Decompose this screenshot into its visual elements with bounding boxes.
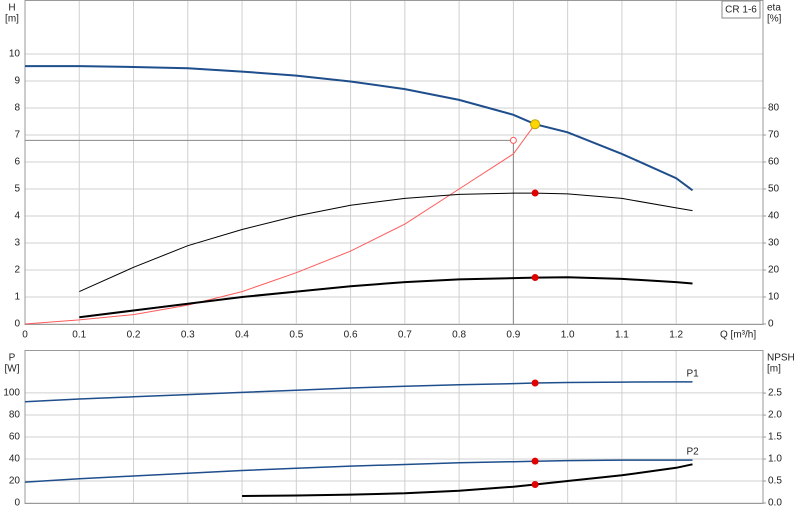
plot-frame xyxy=(24,350,764,504)
x-tick-label: 1.1 xyxy=(615,330,629,341)
y2-axis-unit: [%] xyxy=(767,14,782,25)
y-tick-label: 0 xyxy=(14,319,20,330)
y2-tick-label: 1.0 xyxy=(768,454,782,465)
y2-tick-label: 20 xyxy=(768,265,780,276)
series-line xyxy=(79,192,693,293)
y2-tick-label: 2.5 xyxy=(768,388,782,399)
x-tick-label: 0.6 xyxy=(344,330,358,341)
operating-point xyxy=(531,457,539,465)
series-line xyxy=(24,459,693,483)
y-tick-label: 60 xyxy=(9,432,21,443)
plot-frame xyxy=(24,0,764,325)
x-tick-label: 1.0 xyxy=(561,330,575,341)
operating-point xyxy=(531,274,539,282)
y-tick-label: 8 xyxy=(14,103,20,114)
x-tick-label: 0.1 xyxy=(72,330,86,341)
y2-axis-label: eta xyxy=(767,3,781,14)
x-tick-label: 0 xyxy=(22,330,28,341)
y-tick-label: 4 xyxy=(14,211,20,222)
y2-tick-label: 0.5 xyxy=(768,476,782,487)
y-tick-label: 2 xyxy=(14,265,20,276)
y-tick-label: 5 xyxy=(14,184,20,195)
x-tick-label: 0.7 xyxy=(398,330,412,341)
y-tick-label: 0 xyxy=(14,498,20,509)
y2-tick-label: 80 xyxy=(768,103,780,114)
y-tick-label: 1 xyxy=(14,292,20,303)
y2-tick-label: 60 xyxy=(768,157,780,168)
legend-label: CR 1-6 xyxy=(725,5,757,16)
series-line xyxy=(24,381,693,403)
y2-tick-label: 10 xyxy=(768,292,780,303)
legend-box xyxy=(721,0,761,19)
y-tick-label: 9 xyxy=(14,76,20,87)
series-label: P2 xyxy=(686,447,699,458)
y2-tick-label: 30 xyxy=(768,238,780,249)
reference-point xyxy=(509,136,517,144)
y-tick-label: 100 xyxy=(3,388,20,399)
operating-point xyxy=(531,379,539,387)
y2-tick-label: 70 xyxy=(768,130,780,141)
operating-point xyxy=(530,119,541,130)
x-tick-label: 0.3 xyxy=(181,330,195,341)
y-tick-label: 10 xyxy=(9,49,21,60)
y-tick-label: 40 xyxy=(9,454,21,465)
y2-axis-label: NPSH xyxy=(767,353,795,364)
y-tick-label: 3 xyxy=(14,238,20,249)
y-tick-label: 20 xyxy=(9,476,21,487)
y-tick-label: 7 xyxy=(14,130,20,141)
y-tick-label: 80 xyxy=(9,410,21,421)
x-tick-label: 0.9 xyxy=(506,330,520,341)
y-axis-label: P xyxy=(9,353,16,364)
y-axis-label: H xyxy=(8,3,15,14)
series-line xyxy=(79,276,693,319)
x-tick-label: 0.2 xyxy=(127,330,141,341)
series-line xyxy=(25,65,694,192)
y2-tick-label: 2.0 xyxy=(768,410,782,421)
y2-axis-unit: [m] xyxy=(767,364,781,375)
y-tick-label: 6 xyxy=(14,157,20,168)
series-label: P1 xyxy=(686,369,699,380)
y2-tick-label: 0.0 xyxy=(768,498,782,509)
series-line xyxy=(242,463,693,497)
operating-point xyxy=(531,189,539,197)
y2-tick-label: 0 xyxy=(768,319,774,330)
series-line xyxy=(24,123,536,325)
x-tick-label: 0.5 xyxy=(289,330,303,341)
y2-tick-label: 1.5 xyxy=(768,432,782,443)
x-tick-label: 0.8 xyxy=(452,330,466,341)
y2-tick-label: 50 xyxy=(768,184,780,195)
y-axis-unit: [m] xyxy=(5,14,19,25)
y2-tick-label: 40 xyxy=(768,211,780,222)
y-axis-unit: [W] xyxy=(5,364,20,375)
x-axis-label: Q [m³/h] xyxy=(720,330,756,341)
x-tick-label: 1.2 xyxy=(669,330,683,341)
operating-point xyxy=(531,481,539,489)
x-tick-label: 0.4 xyxy=(235,330,249,341)
